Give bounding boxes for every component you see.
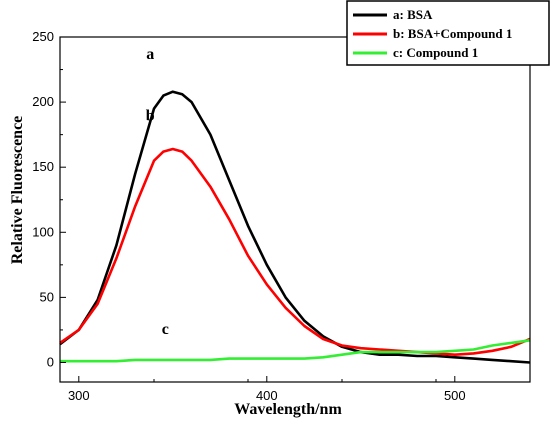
axes: 300 400 500 0 50 100 150 200 250 xyxy=(32,29,531,403)
y-tick-label: 250 xyxy=(32,29,54,44)
annotation-layer: a b c xyxy=(146,46,169,338)
legend-entry-label: c: Compound 1 xyxy=(393,45,478,60)
y-tick-label: 150 xyxy=(32,159,54,174)
curve-annotation: c xyxy=(162,321,169,338)
y-tick-label: 200 xyxy=(32,94,54,109)
legend-entry-label: a: BSA xyxy=(393,7,433,22)
x-tick-label: 500 xyxy=(444,388,466,403)
y-tick-label: 50 xyxy=(40,289,54,304)
x-tick-label: 400 xyxy=(256,388,278,403)
plot-frame xyxy=(59,36,531,383)
series-layer xyxy=(59,90,531,364)
y-tick-label: 100 xyxy=(32,224,54,239)
y-tick-label: 0 xyxy=(47,354,54,369)
series-line-compound-1 xyxy=(60,339,531,363)
series-line-bsa-compound-1 xyxy=(59,147,531,356)
curve-annotation: b xyxy=(146,107,155,124)
curve-annotation: a xyxy=(146,46,154,63)
y-axis-title: Relative Fluorescence xyxy=(9,116,26,265)
legend-entry-label: b: BSA+Compound 1 xyxy=(393,26,512,41)
x-tick-label: 300 xyxy=(68,388,90,403)
x-axis-title: Wavelength/nm xyxy=(234,401,342,418)
series-line-bsa xyxy=(59,90,531,364)
legend: a: BSA b: BSA+Compound 1 c: Compound 1 xyxy=(346,0,550,66)
